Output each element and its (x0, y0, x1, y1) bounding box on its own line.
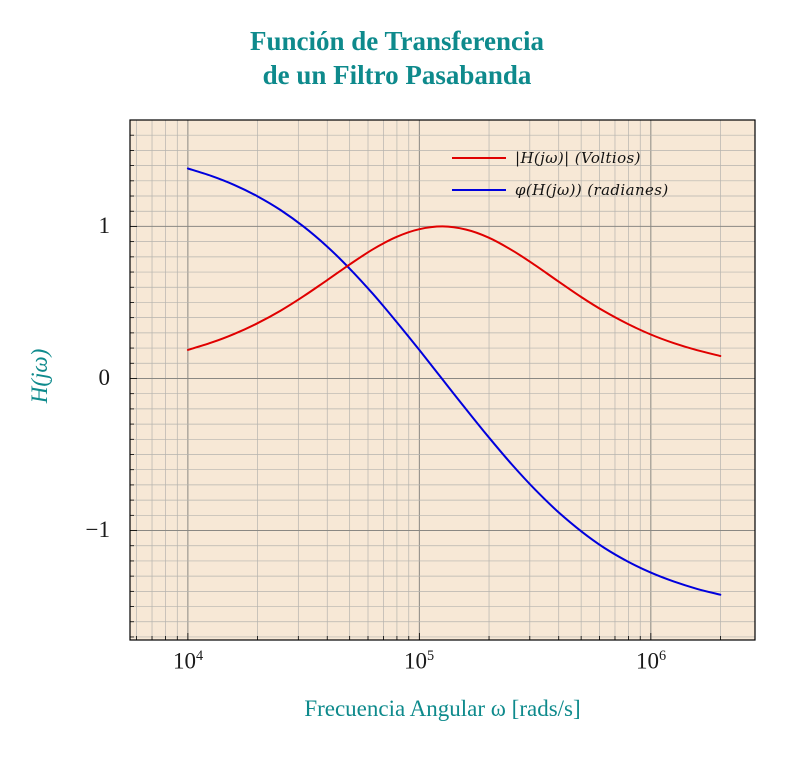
legend-line-phase (452, 189, 506, 191)
x-axis-label: Frecuencia Angular ω [rads/s] (304, 696, 581, 721)
x-tick-label-1e6: 106 (606, 648, 696, 675)
y-tick-label-0: 0 (98, 365, 111, 390)
x-tick-base: 10 (403, 648, 427, 674)
x-tick-exponent: 4 (195, 648, 204, 664)
plot-frame (129, 119, 756, 641)
chart-title-line-1: Función de Transferencia (249, 26, 544, 56)
x-tick-exponent: 5 (426, 648, 435, 664)
y-tick-label-1: 1 (98, 213, 111, 238)
x-tick-label-1e5: 105 (374, 648, 464, 675)
y-tick-label-neg1: −1 (85, 517, 110, 542)
chart-title: Función de Transferencia de un Filtro Pa… (0, 24, 794, 92)
legend-label-phase: φ(H(jω)) (radianes) (515, 181, 669, 199)
x-tick-base: 10 (172, 648, 196, 674)
legend-item-phase: φ(H(jω)) (radianes) (452, 174, 669, 206)
legend-label-magnitude: |H(jω)| (Voltios) (515, 149, 641, 167)
legend: |H(jω)| (Voltios) φ(H(jω)) (radianes) (452, 142, 669, 206)
y-axis-label: H(jω) (27, 348, 52, 404)
legend-line-magnitude (452, 157, 506, 159)
x-tick-exponent: 6 (658, 648, 667, 664)
magnitude-curve (186, 225, 722, 357)
phase-curve (186, 167, 722, 596)
x-tick-base: 10 (635, 648, 659, 674)
chart-title-line-2: de un Filtro Pasabanda (262, 60, 532, 90)
x-tick-label-1e4: 104 (143, 648, 233, 675)
axis-tick-marks (130, 119, 721, 640)
legend-item-magnitude: |H(jω)| (Voltios) (452, 142, 669, 174)
